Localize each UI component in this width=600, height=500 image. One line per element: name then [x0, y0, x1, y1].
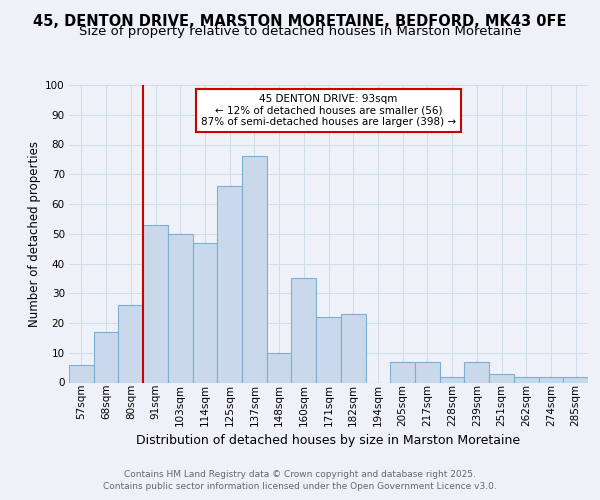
Bar — [118, 305, 143, 382]
Bar — [94, 332, 118, 382]
Bar — [539, 376, 563, 382]
Bar — [415, 362, 440, 382]
Y-axis label: Number of detached properties: Number of detached properties — [28, 141, 41, 327]
Bar — [390, 362, 415, 382]
Bar — [316, 317, 341, 382]
Bar — [193, 242, 217, 382]
Text: 45 DENTON DRIVE: 93sqm
← 12% of detached houses are smaller (56)
87% of semi-det: 45 DENTON DRIVE: 93sqm ← 12% of detached… — [201, 94, 456, 127]
Bar — [292, 278, 316, 382]
Text: 45, DENTON DRIVE, MARSTON MORETAINE, BEDFORD, MK43 0FE: 45, DENTON DRIVE, MARSTON MORETAINE, BED… — [33, 14, 567, 29]
Text: Contains HM Land Registry data © Crown copyright and database right 2025.: Contains HM Land Registry data © Crown c… — [124, 470, 476, 479]
Bar — [514, 376, 539, 382]
Text: Contains public sector information licensed under the Open Government Licence v3: Contains public sector information licen… — [103, 482, 497, 491]
Bar — [440, 376, 464, 382]
Bar — [217, 186, 242, 382]
Bar — [267, 353, 292, 382]
Bar — [168, 234, 193, 382]
Bar — [143, 225, 168, 382]
Bar — [242, 156, 267, 382]
Bar — [69, 364, 94, 382]
Bar — [341, 314, 365, 382]
Bar — [464, 362, 489, 382]
Bar — [489, 374, 514, 382]
Bar — [563, 376, 588, 382]
Text: Size of property relative to detached houses in Marston Moretaine: Size of property relative to detached ho… — [79, 25, 521, 38]
X-axis label: Distribution of detached houses by size in Marston Moretaine: Distribution of detached houses by size … — [136, 434, 521, 448]
